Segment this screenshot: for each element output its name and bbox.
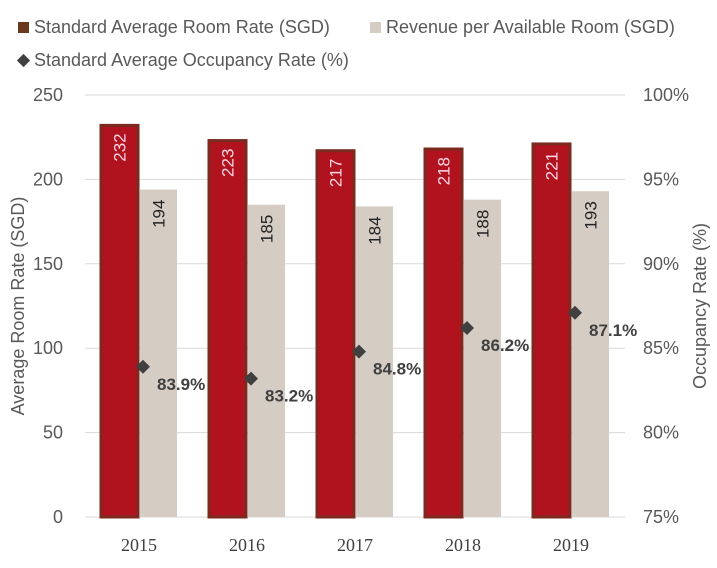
y2-axis-title: Occupancy Rate (%) (690, 223, 710, 389)
data-label-occupancy: 86.2% (481, 336, 529, 355)
y2-tick-label: 85% (643, 338, 679, 358)
bar-revpar (140, 189, 177, 517)
data-label-revpar: 184 (366, 216, 385, 244)
data-label-occupancy: 83.9% (157, 375, 205, 394)
y-tick-label: 0 (53, 507, 63, 527)
y-axis-title: Average Room Rate (SGD) (8, 197, 28, 416)
x-tick-label: 2016 (229, 535, 265, 555)
occupancy-marker (352, 344, 366, 359)
data-label-revpar: 193 (582, 201, 601, 229)
legend-item-room-rate: Standard Average Room Rate (SGD) (18, 17, 330, 38)
occupancy-marker (244, 371, 258, 386)
bar-room-rate (207, 139, 248, 519)
x-tick-label: 2019 (553, 535, 589, 555)
legend-item-occupancy: Standard Average Occupancy Rate (%) (16, 50, 349, 71)
bar-revpar (356, 206, 393, 517)
bar-room-rate (531, 142, 572, 519)
x-tick-label: 2018 (445, 535, 481, 555)
data-label-occupancy: 87.1% (589, 321, 637, 340)
y-tick-label: 250 (33, 85, 63, 105)
bar-revpar (248, 204, 285, 517)
data-label-revpar: 188 (474, 210, 493, 238)
legend-label: Revenue per Available Room (SGD) (386, 17, 675, 37)
y2-tick-label: 80% (643, 423, 679, 443)
legend-swatch-room-rate (18, 22, 29, 33)
data-label-revpar: 185 (258, 215, 277, 243)
data-label-occupancy: 83.2% (265, 387, 313, 406)
data-label-room-rate: 221 (543, 152, 562, 180)
y2-tick-label: 95% (643, 169, 679, 189)
y2-tick-label: 90% (643, 254, 679, 274)
data-label-room-rate: 223 (219, 149, 238, 177)
occupancy-marker (460, 320, 474, 335)
bar-room-rate (315, 149, 356, 519)
x-tick-label: 2015 (121, 535, 157, 555)
data-label-room-rate: 232 (111, 133, 130, 161)
legend-label: Standard Average Occupancy Rate (%) (34, 50, 349, 70)
y2-tick-label: 100% (643, 85, 689, 105)
occupancy-marker (136, 359, 150, 374)
legend-label: Standard Average Room Rate (SGD) (34, 17, 330, 37)
y-tick-label: 200 (33, 169, 63, 189)
data-label-revpar: 194 (150, 200, 169, 228)
y-tick-label: 100 (33, 338, 63, 358)
data-label-room-rate: 218 (435, 157, 454, 185)
data-label-occupancy: 84.8% (373, 360, 421, 379)
y-tick-label: 150 (33, 254, 63, 274)
legend-swatch-revpar (370, 22, 381, 33)
bar-room-rate (423, 147, 464, 519)
bar-room-rate (99, 123, 140, 519)
bar-revpar (572, 191, 609, 517)
occupancy-marker (568, 305, 582, 320)
data-label-room-rate: 217 (327, 159, 346, 187)
legend-item-revpar: Revenue per Available Room (SGD) (370, 17, 675, 38)
y2-tick-label: 75% (643, 507, 679, 527)
x-tick-label: 2017 (337, 535, 373, 555)
y-tick-label: 50 (43, 423, 63, 443)
bar-revpar (464, 199, 501, 517)
